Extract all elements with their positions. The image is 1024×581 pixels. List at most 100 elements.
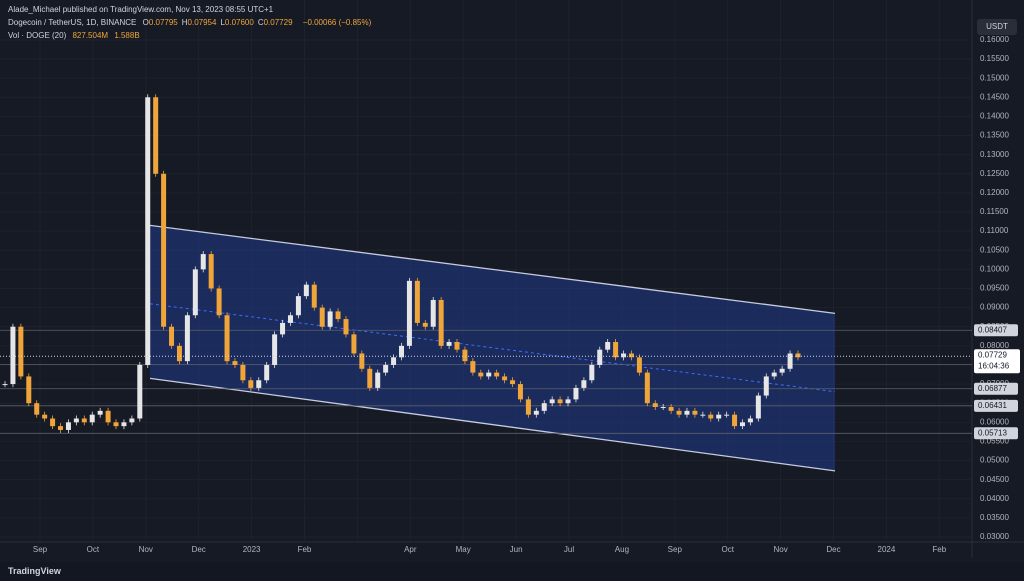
x-tick-label: Dec (826, 545, 840, 554)
candle (700, 414, 706, 416)
x-tick-label: Aug (615, 545, 629, 554)
candle (676, 410, 682, 415)
symbol: Dogecoin / TetherUS, 1D, BINANCE (8, 18, 137, 27)
x-tick-label: Feb (932, 545, 946, 554)
candle (454, 342, 460, 350)
candle (708, 414, 714, 419)
candle (145, 97, 151, 365)
volume-label: Vol · DOGE (20) (8, 31, 67, 40)
change: −0.00066 (−0.85%) (302, 18, 372, 27)
candle (628, 353, 634, 358)
candle (65, 422, 71, 430)
header: Alade_Michael published on TradingView.c… (8, 3, 375, 42)
x-tick-label: Nov (773, 545, 787, 554)
y-tick-label: 0.05500 (980, 437, 1009, 446)
candle (684, 410, 690, 415)
last-price-badge (974, 349, 1020, 374)
y-tick-label: 0.16000 (980, 35, 1009, 44)
candle (327, 311, 333, 327)
y-tick-label: 0.03500 (980, 513, 1009, 522)
candle (494, 372, 500, 377)
y-tick-label: 0.09000 (980, 303, 1009, 312)
channel-fill (150, 225, 835, 471)
candle (517, 384, 523, 400)
candle (50, 418, 56, 427)
channel-midline (149, 303, 836, 393)
y-tick-label: 0.10500 (980, 245, 1009, 254)
candle (161, 173, 167, 327)
y-tick-label: 0.05000 (980, 456, 1009, 465)
y-tick-label: 0.14000 (980, 112, 1009, 121)
candle (716, 414, 722, 419)
candle (652, 403, 658, 408)
footer: TradingView (0, 562, 1024, 581)
y-tick-label: 0.06000 (980, 417, 1009, 426)
level-label: 0.05713 (978, 428, 1007, 437)
candle (343, 319, 349, 335)
ohlc-value: 0.07729 (263, 18, 293, 27)
candle (644, 372, 650, 404)
candle (399, 345, 404, 358)
candle (406, 280, 412, 346)
candle (581, 380, 587, 388)
y-tick-label: 0.14500 (980, 92, 1009, 101)
y-tick-label: 0.12500 (980, 169, 1009, 178)
candle (319, 307, 325, 327)
candle (192, 269, 198, 316)
candle (763, 376, 769, 396)
candle (311, 284, 317, 308)
candle (10, 326, 16, 385)
candle (240, 364, 246, 381)
volume-value: 1.588B (114, 31, 140, 40)
candle (422, 322, 428, 327)
candle (795, 353, 801, 358)
level-label: 0.06877 (978, 384, 1007, 393)
candle (169, 326, 175, 346)
candle (42, 414, 48, 419)
y-tick-label: 0.03000 (980, 532, 1009, 541)
x-tick-label: Feb (298, 545, 312, 554)
x-tick-label: Jun (510, 545, 523, 554)
y-tick-label: 0.04500 (980, 475, 1009, 484)
candle (184, 315, 190, 362)
y-tick-label: 0.11000 (980, 226, 1009, 235)
candle (26, 376, 32, 404)
y-tick-label: 0.12000 (980, 188, 1009, 197)
candle (224, 315, 230, 362)
level-badge (974, 427, 1018, 440)
candle (391, 357, 397, 365)
candle (121, 422, 127, 427)
level-badge (974, 324, 1018, 337)
candle (462, 349, 468, 362)
candle (89, 414, 95, 423)
candle (549, 399, 555, 404)
candle (216, 288, 222, 316)
ohlc-value: 0.07795 (148, 18, 178, 27)
candle (335, 311, 341, 320)
x-tick-label: Sep (668, 545, 683, 554)
candle (621, 353, 627, 358)
x-tick-label: Apr (404, 545, 417, 554)
volume-line: Vol · DOGE (20) 827.504M 1.588B (8, 29, 375, 42)
y-tick-label: 0.08000 (980, 341, 1009, 350)
candle (287, 315, 293, 323)
candle (486, 372, 492, 377)
symbol-line: Dogecoin / TetherUS, 1D, BINANCE O0.0779… (8, 16, 375, 29)
candle (787, 353, 793, 369)
candle (565, 399, 571, 404)
candle (295, 296, 301, 316)
y-tick-label: 0.13500 (980, 131, 1009, 140)
candle (739, 422, 745, 427)
candle (470, 361, 476, 373)
candle (446, 342, 452, 346)
candle (636, 357, 642, 373)
candle (18, 326, 24, 377)
x-tick-label: Jul (564, 545, 574, 554)
volume-value: 827.504M (72, 31, 109, 40)
x-tick-label: Sep (33, 545, 48, 554)
currency-button[interactable] (977, 19, 1017, 35)
candle (248, 380, 254, 388)
channel-line (149, 224, 836, 314)
ohlc-key: O (142, 18, 149, 27)
